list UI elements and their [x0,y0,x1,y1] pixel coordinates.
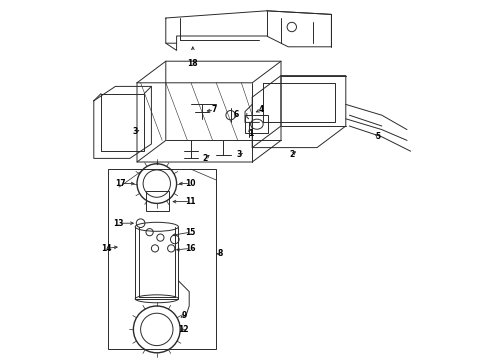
Text: 5: 5 [376,132,381,141]
Text: 2: 2 [289,150,294,159]
Text: 12: 12 [178,325,189,334]
Text: 8: 8 [217,249,222,258]
Text: 16: 16 [185,244,196,253]
Text: 17: 17 [116,179,126,188]
Text: 4: 4 [259,105,264,114]
Text: 13: 13 [113,219,123,228]
Bar [245,115,269,133]
Text: 9: 9 [181,310,186,320]
Text: 3: 3 [237,150,242,159]
Text: 10: 10 [185,179,196,188]
Text: 18: 18 [188,59,198,68]
Bar [146,191,170,211]
Text: 11: 11 [185,197,196,206]
Text: 1: 1 [248,129,253,138]
Text: 2: 2 [203,154,208,163]
Bar [108,169,216,349]
Text: 15: 15 [185,228,196,237]
Text: 6: 6 [233,110,239,119]
Text: 14: 14 [101,244,112,253]
Text: 7: 7 [212,105,217,114]
Text: 3: 3 [133,127,138,136]
